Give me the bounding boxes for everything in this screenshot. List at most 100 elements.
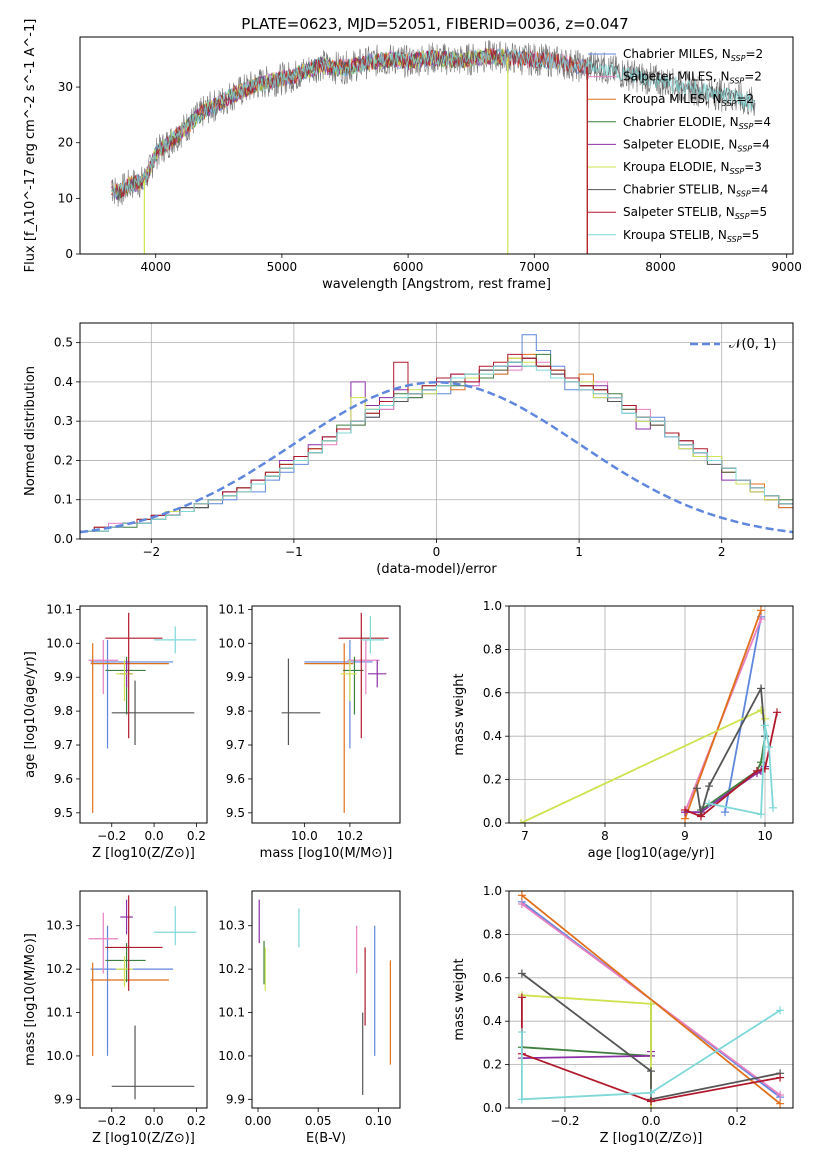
y-tick-label: 10.1	[218, 1006, 245, 1020]
y-tick-label: 10.0	[46, 1049, 73, 1063]
x-tick-label: −1	[285, 545, 303, 559]
y-tick-label: 1.0	[483, 884, 502, 898]
y-tick-label: 0.2	[483, 1058, 502, 1072]
errorbar-point	[338, 612, 389, 739]
weight-marker	[773, 708, 781, 717]
weight-marker	[647, 999, 655, 1008]
weight-line	[520, 709, 766, 823]
y-tick-label: 9.7	[226, 738, 245, 752]
errorbar-point	[304, 639, 373, 749]
y-tick-label: 0.6	[483, 686, 502, 700]
panel-mass_vs_Z: −0.2 0.0 0.2 9.9 10.0 10.1 10.2 10.3 Z [log10(Z/…	[23, 890, 208, 1146]
weight-marker	[776, 1090, 785, 1099]
y-tick-label: 0.3	[54, 414, 73, 428]
errorbar-point	[90, 643, 169, 813]
plot-area	[517, 606, 781, 823]
x-axis-label: (data-model)/error	[376, 562, 497, 577]
y-tick-label: 0.5	[54, 336, 73, 350]
x-tick-label: 0.2	[187, 829, 206, 843]
weight-marker	[705, 799, 713, 808]
axes-frame	[251, 605, 401, 824]
plot-area	[88, 612, 197, 813]
weight-marker	[757, 810, 765, 819]
y-tick-label: 10.1	[46, 602, 73, 616]
x-tick-label: 0.0	[145, 829, 164, 843]
legend-entry: Salpeter MILES, NSSP=2	[623, 70, 762, 86]
legend-entry: Salpeter STELIB, NSSP=5	[623, 205, 767, 221]
legend-entry: Chabrier ELODIE, NSSP=4	[623, 115, 771, 131]
weight-marker	[647, 1067, 655, 1076]
y-tick-label: 0.4	[483, 1014, 502, 1028]
panel-age_vs_Z: −0.2 0.0 0.2 9.5 9.6 9.7 9.8 9.9 10.0 10.1 Z [log1…	[23, 602, 208, 861]
errorbar-point	[115, 660, 133, 701]
y-tick-label: 0.6	[483, 971, 502, 985]
weight-marker	[721, 808, 729, 817]
errorbar-point	[90, 639, 174, 749]
x-tick-label: 7	[521, 829, 529, 843]
x-tick-label: 1	[575, 545, 583, 559]
y-axis-label: Normed distribution	[23, 366, 38, 496]
errorbar-point	[361, 616, 385, 654]
errorbar-point	[340, 660, 357, 701]
x-tick-label: 9	[681, 829, 689, 843]
errorbar-point	[347, 639, 380, 695]
y-tick-label: 9.7	[54, 738, 73, 752]
errorbar-point	[115, 956, 133, 987]
model-spectrum	[111, 48, 755, 198]
x-tick-label: 0.10	[365, 1114, 392, 1128]
weight-marker	[757, 606, 765, 615]
y-tick-label: 0.8	[483, 642, 502, 656]
y-tick-label: 9.6	[226, 772, 245, 786]
y-tick-label: 10.0	[218, 1049, 245, 1063]
x-axis-label: age [log10(age/yr)]	[588, 846, 715, 861]
x-tick-label: 0.05	[305, 1114, 332, 1128]
legend-entry: Kroupa MILES, NSSP=2	[623, 92, 754, 108]
weight-marker	[517, 891, 526, 900]
x-tick-label: 0.0	[641, 1114, 660, 1128]
x-tick-label: 8	[601, 829, 609, 843]
spectrum-legend: Chabrier MILES, NSSP=2 Salpeter MILES, NS…	[588, 47, 771, 244]
weight-marker	[776, 1099, 785, 1108]
weight-line	[700, 736, 766, 811]
x-tick-label: −0.2	[97, 1114, 126, 1128]
x-tick-label: 10.0	[291, 829, 318, 843]
x-tick-label: 0	[433, 545, 441, 559]
x-tick-label: 9000	[771, 260, 802, 274]
y-tick-label: 10.2	[218, 962, 245, 976]
y-tick-label: 0	[65, 247, 73, 261]
axes-frame	[79, 605, 208, 824]
x-axis-label: wavelength [Angstrom, rest frame]	[322, 277, 551, 292]
errorbar-point	[90, 962, 169, 1056]
panel-weight_vs_age: 7 8 9 10 0.0 0.2 0.4 0.6 0.8 1.0 age [log10(age/yr…	[452, 599, 794, 861]
x-tick-label: 6000	[393, 260, 424, 274]
weight-marker	[517, 1095, 526, 1104]
weight-marker	[765, 743, 773, 752]
y-tick-label: 0.2	[483, 773, 502, 787]
y-tick-label: 10.0	[46, 636, 73, 650]
y-tick-label: 1.0	[483, 599, 502, 613]
x-tick-label: 0.2	[728, 1114, 747, 1128]
errorbar-point	[154, 906, 197, 946]
weight-marker	[647, 1088, 655, 1097]
x-tick-label: −2	[142, 545, 160, 559]
x-tick-label: 10	[757, 829, 772, 843]
errorbar-point	[304, 643, 354, 813]
y-tick-label: 10.1	[218, 602, 245, 616]
legend-entry: Salpeter ELODIE, NSSP=4	[623, 137, 770, 153]
x-axis-label: Z [log10(Z/Z⊙)]	[600, 1131, 703, 1146]
weight-marker	[681, 805, 689, 814]
model-spectrum	[111, 47, 509, 197]
weight-marker	[517, 993, 526, 1002]
legend-entry: Chabrier MILES, NSSP=2	[623, 47, 763, 63]
panel-residuals: −2 −1 0 1 2 0.0 0.1 0.2 0.3 0.4 0.5 (data-model)/er…	[23, 322, 794, 577]
weight-line	[684, 609, 762, 820]
x-tick-label: 0.2	[187, 1114, 206, 1128]
errorbar-point	[105, 895, 163, 991]
weight-marker	[517, 900, 526, 909]
y-tick-label: 9.9	[226, 1092, 245, 1106]
weight-marker	[697, 812, 705, 821]
legend-entry: Kroupa ELODIE, NSSP=3	[623, 160, 762, 176]
panel-spectrum: 4000 5000 6000 7000 8000 9000 0 10 20 30 wavelengt…	[23, 19, 802, 292]
x-axis-label: mass [log10(M/M⊙)]	[260, 846, 393, 861]
histogram-series	[80, 361, 793, 532]
